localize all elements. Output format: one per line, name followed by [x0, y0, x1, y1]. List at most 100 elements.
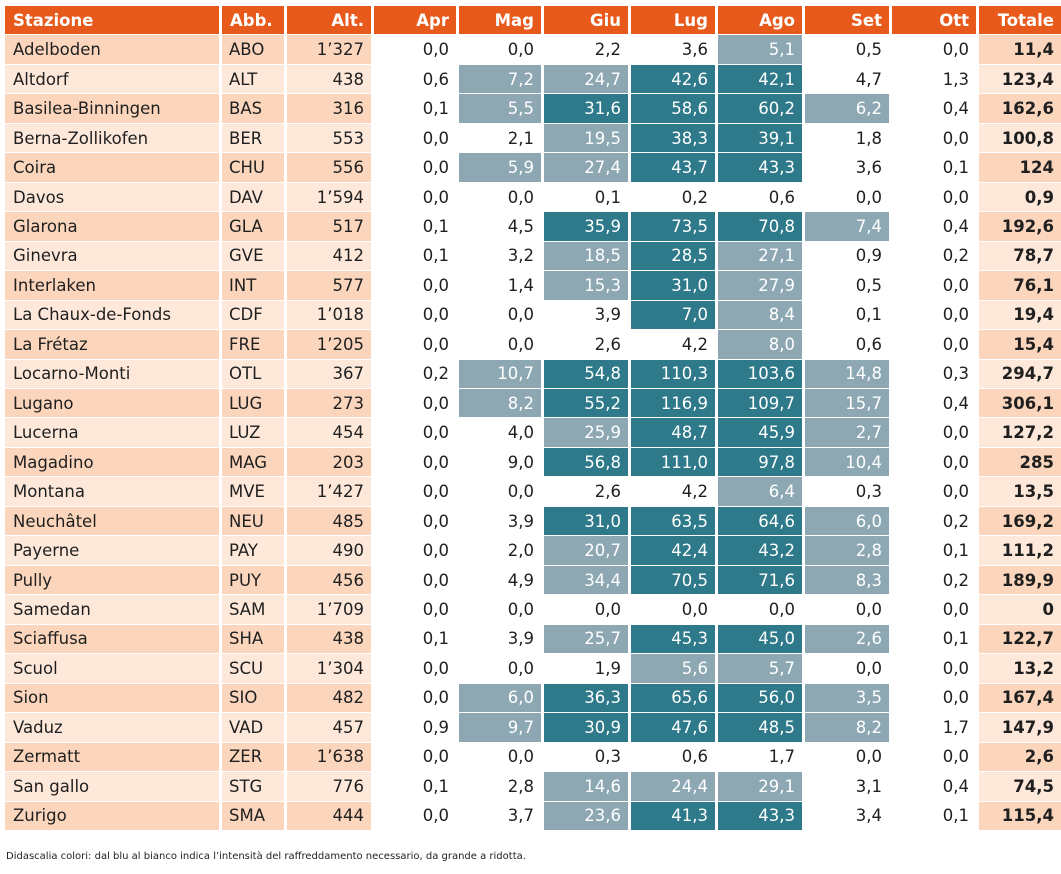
station-name: Interlaken — [5, 271, 219, 300]
station-name: Basilea-Binningen — [5, 94, 219, 123]
row-total: 189,9 — [979, 565, 1061, 595]
value-mag: 1,4 — [459, 271, 541, 300]
value-mag: 3,7 — [459, 801, 541, 830]
value-mag: 0,0 — [459, 654, 541, 683]
row-total: 285 — [979, 447, 1061, 477]
value-giu: 35,9 — [544, 212, 628, 241]
value-set: 3,6 — [805, 153, 889, 182]
row-total: 147,9 — [979, 713, 1061, 742]
station-name: La Chaux-de-Fonds — [5, 300, 219, 330]
value-ott: 0,0 — [892, 654, 976, 683]
value-apr: 0,0 — [374, 506, 456, 536]
station-abbreviation: SHA — [222, 624, 284, 654]
header-set: Set — [805, 6, 889, 35]
value-giu: 23,6 — [544, 801, 628, 830]
station-name: Payerne — [5, 536, 219, 565]
value-apr: 0,0 — [374, 35, 456, 64]
value-lug: 73,5 — [631, 212, 715, 241]
value-set: 8,2 — [805, 713, 889, 742]
value-ott: 0,0 — [892, 271, 976, 300]
station-name: Magadino — [5, 447, 219, 477]
value-ago: 43,3 — [718, 801, 802, 830]
value-set: 0,5 — [805, 35, 889, 64]
value-mag: 2,8 — [459, 772, 541, 801]
value-ago: 1,7 — [718, 742, 802, 772]
value-lug: 4,2 — [631, 477, 715, 506]
row-total: 11,4 — [979, 35, 1061, 64]
value-giu: 54,8 — [544, 359, 628, 389]
value-set: 3,1 — [805, 772, 889, 801]
value-set: 0,0 — [805, 182, 889, 212]
row-total: 122,7 — [979, 624, 1061, 654]
station-abbreviation: SCU — [222, 654, 284, 683]
header-giu: Giu — [544, 6, 628, 35]
station-abbreviation: NEU — [222, 506, 284, 536]
value-ago: 48,5 — [718, 713, 802, 742]
row-total: 306,1 — [979, 389, 1061, 418]
value-ago: 6,4 — [718, 477, 802, 506]
value-giu: 1,9 — [544, 654, 628, 683]
value-set: 1,8 — [805, 123, 889, 153]
header-alt: Alt. — [287, 6, 371, 35]
station-abbreviation: CDF — [222, 300, 284, 330]
value-lug: 31,0 — [631, 271, 715, 300]
value-mag: 6,0 — [459, 683, 541, 713]
value-mag: 0,0 — [459, 182, 541, 212]
station-abbreviation: MAG — [222, 447, 284, 477]
row-total: 192,6 — [979, 212, 1061, 241]
value-lug: 63,5 — [631, 506, 715, 536]
value-lug: 28,5 — [631, 241, 715, 271]
value-ott: 0,1 — [892, 153, 976, 182]
value-lug: 38,3 — [631, 123, 715, 153]
station-abbreviation: INT — [222, 271, 284, 300]
value-mag: 3,9 — [459, 624, 541, 654]
value-mag: 4,0 — [459, 418, 541, 447]
header-stazione: Stazione — [5, 6, 219, 35]
value-ago: 27,9 — [718, 271, 802, 300]
station-name: Montana — [5, 477, 219, 506]
value-lug: 48,7 — [631, 418, 715, 447]
value-apr: 0,0 — [374, 153, 456, 182]
value-ago: 8,4 — [718, 300, 802, 330]
station-name: Lugano — [5, 389, 219, 418]
station-name: Lucerna — [5, 418, 219, 447]
value-set: 0,9 — [805, 241, 889, 271]
station-abbreviation: STG — [222, 772, 284, 801]
station-altitude: 1’304 — [287, 654, 371, 683]
value-mag: 5,9 — [459, 153, 541, 182]
value-set: 0,0 — [805, 595, 889, 624]
value-giu: 27,4 — [544, 153, 628, 182]
value-mag: 5,5 — [459, 94, 541, 123]
value-lug: 41,3 — [631, 801, 715, 830]
value-ago: 103,6 — [718, 359, 802, 389]
row-total: 15,4 — [979, 330, 1061, 359]
value-ago: 5,7 — [718, 654, 802, 683]
station-name: Zurigo — [5, 801, 219, 830]
value-ott: 0,0 — [892, 447, 976, 477]
value-set: 4,7 — [805, 64, 889, 94]
row-total: 111,2 — [979, 536, 1061, 565]
value-apr: 0,0 — [374, 654, 456, 683]
value-ago: 109,7 — [718, 389, 802, 418]
value-apr: 0,0 — [374, 389, 456, 418]
value-apr: 0,0 — [374, 595, 456, 624]
value-lug: 110,3 — [631, 359, 715, 389]
value-ott: 0,0 — [892, 595, 976, 624]
value-lug: 58,6 — [631, 94, 715, 123]
value-lug: 0,2 — [631, 182, 715, 212]
station-altitude: 438 — [287, 64, 371, 94]
value-giu: 0,0 — [544, 595, 628, 624]
station-altitude: 457 — [287, 713, 371, 742]
value-lug: 42,4 — [631, 536, 715, 565]
station-altitude: 444 — [287, 801, 371, 830]
value-ago: 8,0 — [718, 330, 802, 359]
value-set: 2,8 — [805, 536, 889, 565]
value-ago: 0,0 — [718, 595, 802, 624]
value-ott: 0,4 — [892, 772, 976, 801]
value-apr: 0,0 — [374, 447, 456, 477]
value-apr: 0,6 — [374, 64, 456, 94]
value-ott: 0,2 — [892, 241, 976, 271]
station-name: Zermatt — [5, 742, 219, 772]
header-apr: Apr — [374, 6, 456, 35]
station-name: Pully — [5, 565, 219, 595]
